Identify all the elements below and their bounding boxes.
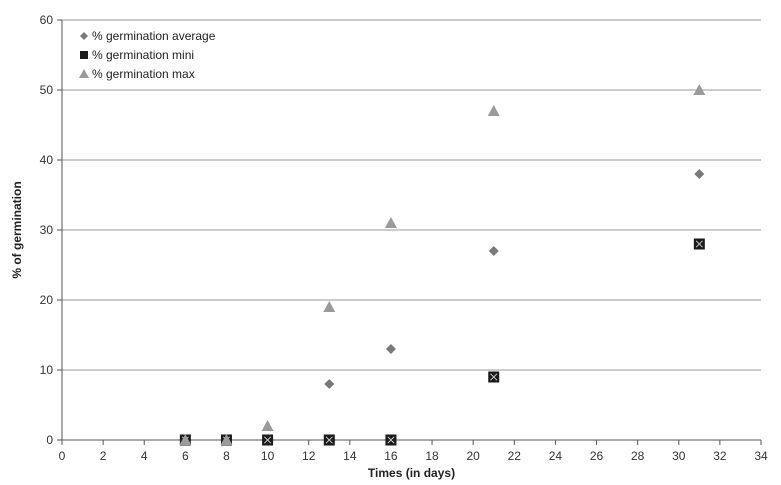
- x-tick-label: 28: [631, 449, 645, 463]
- legend-diamond-marker: [80, 32, 88, 40]
- x-tick-label: 32: [713, 449, 727, 463]
- y-axis-title: % of germination: [10, 181, 24, 278]
- x-tick-label: 14: [343, 449, 357, 463]
- point-triangle: [261, 420, 274, 431]
- gridlines: [62, 19, 761, 371]
- point-diamond: [694, 169, 705, 179]
- point-square-cross: [490, 373, 498, 381]
- y-tick-label: 20: [40, 293, 54, 307]
- point-triangle: [220, 434, 233, 445]
- x-tick-label: 26: [590, 449, 604, 463]
- point-triangle: [693, 84, 706, 95]
- x-tick-label: 30: [672, 449, 686, 463]
- legend-label-average: % germination average: [92, 29, 216, 43]
- legend-item-mini: % germination mini: [80, 48, 194, 62]
- x-tick-label: 20: [466, 449, 480, 463]
- x-tick-label: 4: [141, 449, 148, 463]
- point-triangle: [384, 217, 397, 228]
- point-diamond: [385, 344, 396, 354]
- legend-square-marker: [80, 51, 88, 59]
- axes: [57, 19, 762, 445]
- x-tick-label: 8: [223, 449, 230, 463]
- x-tick-label: 10: [261, 449, 275, 463]
- data-points: [179, 84, 706, 446]
- point-square-cross: [695, 240, 703, 248]
- y-tick-label: 40: [40, 153, 54, 167]
- x-tick-label: 6: [182, 449, 189, 463]
- y-tick-label: 0: [46, 433, 53, 447]
- point-triangle: [179, 434, 192, 445]
- legend-triangle-marker: [79, 69, 89, 78]
- x-tick-label: 22: [508, 449, 522, 463]
- x-tick-label: 16: [384, 449, 398, 463]
- x-tick-label: 18: [425, 449, 439, 463]
- legend: % germination average % germination mini…: [79, 29, 216, 81]
- x-axis-title: Times (in days): [368, 466, 455, 480]
- point-square-cross: [325, 436, 333, 444]
- point-triangle: [487, 105, 500, 116]
- y-tick-label: 30: [40, 223, 54, 237]
- x-tick-label: 2: [100, 449, 107, 463]
- y-tick-label: 50: [40, 83, 54, 97]
- point-square-cross: [387, 436, 395, 444]
- point-diamond: [324, 379, 335, 389]
- legend-item-max: % germination max: [79, 67, 195, 81]
- point-square-cross: [264, 436, 272, 444]
- y-tick-label: 10: [40, 363, 54, 377]
- legend-label-max: % germination max: [92, 67, 195, 81]
- x-tick-label: 24: [549, 449, 563, 463]
- point-diamond: [488, 246, 499, 256]
- legend-label-mini: % germination mini: [92, 48, 194, 62]
- x-tick-label: 34: [754, 449, 768, 463]
- y-tick-label: 60: [40, 13, 54, 27]
- point-triangle: [323, 301, 336, 312]
- x-tick-label: 12: [302, 449, 316, 463]
- x-tick-label: 0: [59, 449, 66, 463]
- legend-item-average: % germination average: [80, 29, 216, 43]
